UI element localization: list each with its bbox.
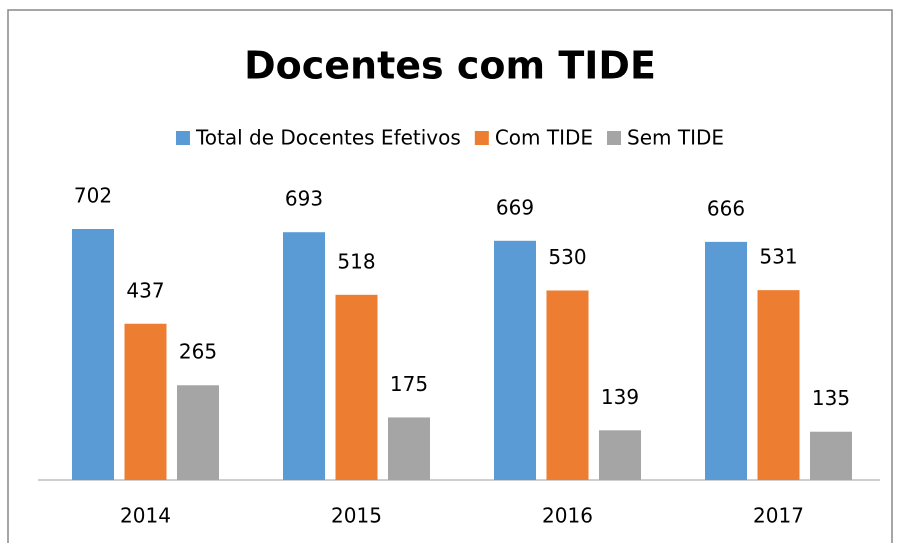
- data-label: 702: [74, 184, 112, 208]
- bar: [546, 290, 589, 480]
- x-tick-label: 2014: [120, 504, 171, 528]
- legend-swatch: [175, 131, 190, 145]
- legend-swatch: [474, 131, 489, 145]
- bar: [388, 417, 430, 480]
- data-label: 530: [548, 245, 586, 269]
- data-label: 139: [601, 385, 639, 409]
- bar: [494, 240, 536, 480]
- bar: [335, 294, 378, 480]
- legend-label: Sem TIDE: [627, 126, 724, 150]
- bar: [810, 431, 852, 480]
- data-label: 693: [285, 187, 323, 211]
- legend-label: Total de Docentes Efetivos: [195, 126, 461, 150]
- x-tick-label: 2016: [542, 504, 593, 528]
- data-label: 175: [390, 372, 428, 396]
- data-label: 135: [812, 386, 850, 410]
- data-label: 265: [179, 340, 217, 364]
- data-label: 666: [707, 196, 745, 220]
- bar: [124, 323, 167, 480]
- bar: [705, 241, 747, 480]
- chart-title: Docentes com TIDE: [244, 44, 656, 88]
- bar: [72, 229, 114, 480]
- bar: [757, 290, 800, 480]
- data-label: 437: [126, 278, 164, 302]
- data-label: 531: [759, 245, 797, 269]
- bar: [177, 385, 219, 480]
- data-label: 518: [337, 249, 375, 273]
- x-tick-label: 2017: [753, 504, 804, 528]
- legend-swatch: [607, 131, 622, 145]
- legend-label: Com TIDE: [495, 126, 593, 150]
- data-label: 669: [496, 195, 534, 219]
- x-tick-label: 2015: [331, 504, 382, 528]
- bar: [283, 232, 325, 480]
- bar: [599, 430, 641, 480]
